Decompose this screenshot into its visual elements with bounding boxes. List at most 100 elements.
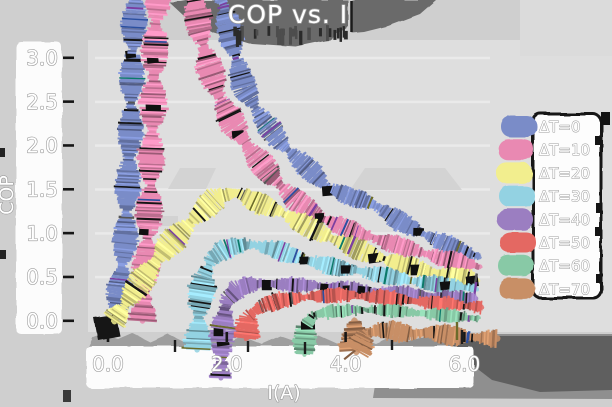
band-hatch: [405, 220, 415, 235]
band-hatch: [381, 206, 391, 219]
band-hatch: [297, 291, 302, 302]
band-hatch: [319, 309, 323, 318]
band-hatch: [117, 304, 129, 313]
band-hatch: [216, 14, 239, 22]
band-hatch: [122, 12, 147, 16]
band-hatch: [123, 33, 143, 37]
band-hatch: [294, 292, 298, 304]
band-hatch: [185, 11, 211, 19]
band-hatch: [203, 265, 214, 272]
band-hatch: [192, 33, 209, 41]
band-hatch: [115, 269, 130, 274]
band-hatch: [145, 1, 170, 5]
band-hatch: [436, 269, 440, 278]
band-hatch: [136, 206, 163, 210]
band-hatch: [302, 217, 315, 238]
band-hatch: [369, 326, 372, 336]
band-hatch: [153, 245, 172, 260]
band-hatch: [289, 190, 305, 212]
band-hatch: [122, 163, 138, 166]
band-hatch: [245, 309, 256, 321]
band-hatch: [192, 35, 212, 42]
band-hatch: [341, 186, 350, 203]
band-hatch: [357, 267, 361, 274]
band-hatch: [323, 307, 328, 318]
band-hatch: [303, 163, 319, 179]
band-hatch: [138, 164, 163, 168]
band-hatch: [193, 273, 214, 281]
band-hatch: [342, 236, 351, 254]
band-hatch: [130, 315, 156, 320]
legend-swatch: [501, 116, 537, 137]
band-hatch: [288, 211, 297, 223]
band-hatch: [248, 240, 253, 250]
band-hatch: [117, 196, 137, 200]
band-hatch: [269, 242, 276, 257]
band-hatch: [338, 218, 350, 239]
band-hatch: [285, 146, 292, 154]
band-hatch: [188, 296, 213, 302]
band-hatch: [326, 257, 333, 275]
band-hatch: [434, 251, 441, 265]
band-hatch: [256, 115, 273, 129]
band-hatch: [189, 282, 218, 290]
band-hatch: [160, 233, 182, 253]
band-hatch: [218, 112, 245, 127]
band-hatch: [277, 207, 284, 217]
band-hatch: [230, 75, 256, 85]
band-hatch: [119, 303, 130, 311]
band-hatch: [229, 64, 247, 72]
band-hatch: [345, 339, 373, 356]
band-hatch: [335, 184, 344, 200]
band-hatch: [334, 185, 342, 198]
band-hatch: [393, 235, 401, 254]
band-hatch: [378, 266, 384, 282]
band-hatch: [239, 189, 247, 201]
band-hatch: [125, 9, 146, 13]
band-hatch: [380, 267, 386, 283]
band-hatch: [124, 279, 148, 297]
band-hatch: [320, 308, 325, 318]
band-hatch: [370, 265, 376, 282]
band-hatch: [458, 281, 462, 292]
band-hatch: [262, 122, 283, 139]
band-hatch: [337, 185, 346, 202]
band-hatch: [227, 239, 233, 255]
legend-swatch: [496, 162, 532, 184]
band-hatch: [389, 269, 395, 285]
band-hatch: [303, 295, 306, 302]
band-hatch: [294, 331, 317, 336]
band-hatch: [122, 11, 146, 15]
legend-label: ΔT=50: [539, 234, 590, 252]
band-hatch: [392, 212, 407, 232]
band-hatch: [208, 250, 219, 265]
band-hatch: [285, 292, 289, 308]
band-hatch: [117, 220, 136, 224]
band-hatch: [230, 67, 250, 75]
band-hatch: [477, 315, 480, 321]
band-hatch: [121, 70, 144, 74]
band-hatch: [153, 251, 166, 262]
band-hatch: [149, 22, 161, 26]
band-hatch: [121, 287, 142, 302]
band-hatch: [394, 255, 401, 273]
band-hatch: [394, 305, 398, 318]
band-hatch: [140, 110, 167, 114]
band-hatch: [135, 156, 166, 160]
axes: I(A) COP 0.00.51.01.52.02.53.00.0 2.0 4.0 6…: [0, 45, 481, 404]
band-hatch: [455, 279, 460, 292]
band-hatch: [147, 259, 160, 270]
band-hatch: [121, 166, 138, 170]
band-hatch: [118, 215, 135, 219]
band-hatch: [122, 60, 141, 64]
band-hatch: [138, 266, 156, 281]
band-hatch: [249, 308, 257, 316]
band-hatch: [291, 151, 307, 168]
band-hatch: [145, 4, 171, 9]
band-hatch: [116, 193, 141, 197]
legend-label: ΔT=20: [539, 164, 590, 182]
band-hatch: [220, 7, 230, 11]
band-hatch: [346, 235, 357, 255]
band-hatch: [448, 309, 452, 323]
band-hatch: [120, 167, 137, 171]
